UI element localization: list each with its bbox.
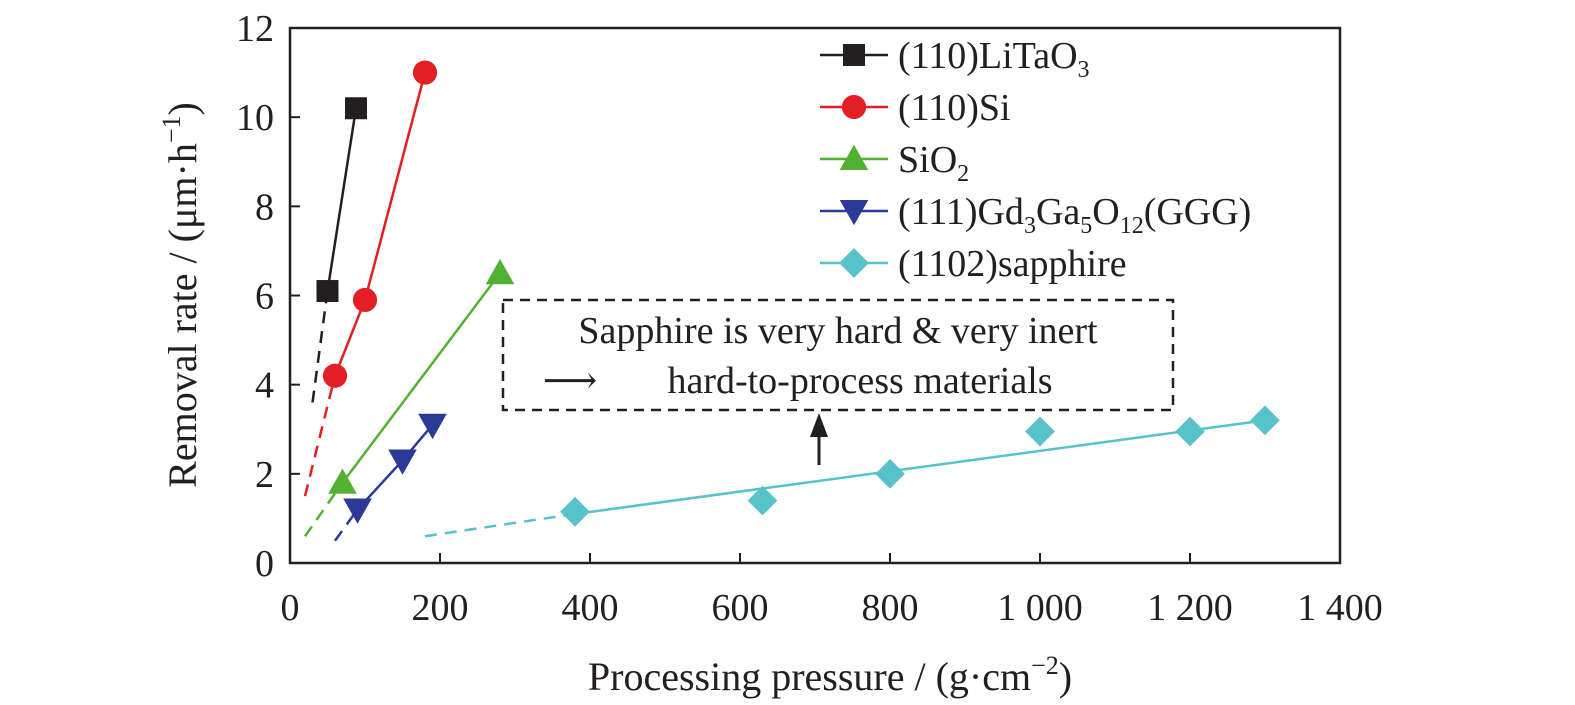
x-tick-label: 200 [412, 587, 469, 629]
series-group [303, 60, 1280, 542]
legend-label: (1102)sapphire [898, 243, 1127, 285]
data-point [352, 287, 378, 313]
data-point [388, 449, 417, 475]
legend-item-4: (1102)sapphire [820, 243, 1127, 285]
y-axis-ticks: 0 2 4 6 8 10 12 [236, 8, 300, 585]
legend-item-0: (110)LiTaO3 [820, 35, 1090, 83]
data-point [418, 413, 447, 440]
data-point [485, 258, 515, 285]
data-point [875, 458, 905, 489]
data-point [1250, 405, 1280, 436]
legend-label-part: (110)LiTaO [898, 35, 1078, 77]
annotation-line-2: hard-to-process materials [667, 360, 1052, 402]
data-point [343, 498, 372, 524]
legend-marker [841, 94, 867, 120]
series-line [341, 272, 501, 484]
x-tick-label: 600 [712, 587, 769, 629]
series-dashed-extension [303, 375, 337, 497]
legend-item-3: (111)Gd3Ga5O12(GGG) [820, 191, 1251, 239]
x-tick-label: 1 000 [997, 587, 1083, 629]
series-fit-line [574, 419, 1266, 516]
x-axis-title: Processing pressure / (g·cm−2) [588, 651, 1072, 699]
x-tick-label: 400 [562, 587, 619, 629]
legend-label: (110)Si [898, 87, 1011, 129]
data-point [747, 485, 778, 516]
y-tick-label: 10 [236, 97, 274, 139]
data-point [328, 468, 357, 494]
legend-label-part: (110)Si [898, 87, 1011, 129]
series-2 [303, 258, 515, 537]
legend-label-part: 12 [1120, 213, 1144, 239]
legend-label: (110)LiTaO3 [898, 35, 1090, 83]
y-axis-title: Removal rate / (μm·h−1) [157, 102, 205, 488]
x-tick-label: 1 400 [1297, 587, 1383, 629]
legend: (110)LiTaO3(110)SiSiO2(111)Gd3Ga5O12(GGG… [820, 35, 1251, 285]
legend-label-part: 5 [1080, 213, 1092, 239]
legend-label-part: 3 [1078, 57, 1090, 83]
legend-item-2: SiO2 [820, 139, 969, 187]
legend-label: (111)Gd3Ga5O12(GGG) [898, 191, 1251, 239]
annotation-box: Sapphire is very hard & very inert ⟶ har… [501, 298, 1175, 465]
data-point [412, 60, 438, 85]
data-point [1025, 416, 1055, 447]
legend-label-part: (1102)sapphire [898, 243, 1127, 285]
series-dashed-extension [333, 508, 359, 542]
legend-label-part: O [1092, 191, 1119, 233]
legend-marker [839, 200, 869, 226]
data-point [345, 97, 367, 120]
series-1 [303, 60, 438, 497]
legend-label-part: SiO [898, 139, 957, 181]
legend-label-part: (111)Gd [898, 191, 1024, 233]
x-axis-ticks: 0 200 400 600 800 1 000 1 200 1 400 [281, 553, 1383, 629]
series-line [326, 108, 358, 292]
legend-label-part: 3 [1024, 213, 1036, 239]
series-3 [333, 413, 447, 542]
data-point [560, 496, 590, 527]
y-tick-label: 8 [255, 186, 274, 228]
y-tick-label: 0 [255, 543, 274, 585]
series-dashed-extension [424, 512, 576, 538]
legend-label: SiO2 [898, 139, 969, 187]
data-point [322, 363, 348, 388]
y-tick-label: 2 [255, 454, 274, 496]
legend-label-part: Ga [1036, 191, 1080, 233]
legend-marker [839, 248, 869, 278]
x-tick-label: 1 200 [1147, 587, 1233, 629]
plot-border [288, 26, 1342, 565]
legend-item-1: (110)Si [820, 87, 1011, 129]
series-0 [311, 97, 367, 403]
legend-marker [839, 144, 869, 170]
series-dashed-extension [311, 290, 329, 403]
annotation-pointer-arrowhead [810, 413, 828, 437]
legend-label-part: 2 [957, 161, 969, 187]
series-4 [424, 405, 1280, 538]
data-point [1175, 416, 1205, 447]
series-dashed-extension [303, 482, 344, 537]
annotation-line-1: Sapphire is very hard & very inert [578, 310, 1098, 352]
plot-frame [288, 26, 1342, 565]
x-tick-label: 0 [281, 587, 300, 629]
annotation-border [501, 298, 1175, 412]
data-point [316, 280, 339, 303]
y-tick-label: 12 [236, 8, 274, 50]
legend-label-part: (GGG) [1144, 191, 1252, 233]
annotation-arrow-glyph: ⟶ [543, 360, 597, 402]
y-tick-label: 6 [255, 276, 274, 318]
x-tick-label: 800 [862, 587, 919, 629]
legend-marker [843, 44, 865, 66]
series-line [356, 423, 434, 511]
y-tick-label: 4 [255, 365, 274, 407]
